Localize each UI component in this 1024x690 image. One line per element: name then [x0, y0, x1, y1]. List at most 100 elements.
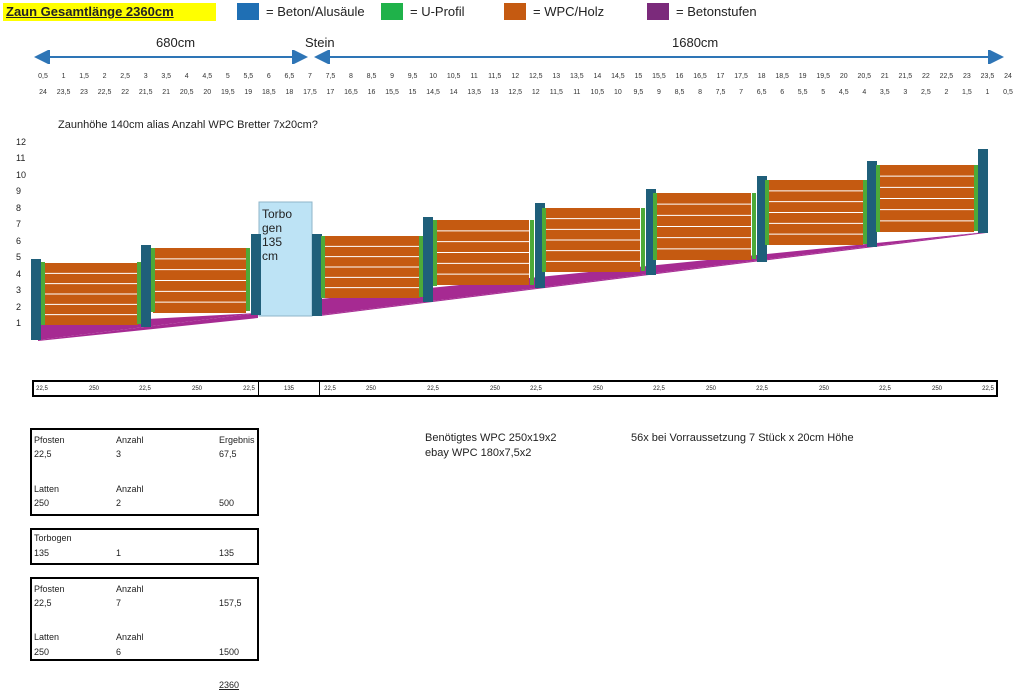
scale-tick-bottom: 2	[944, 89, 949, 96]
legend-swatch-wpc	[504, 3, 526, 20]
fence-post	[312, 234, 322, 316]
scale-tick-bottom: 18	[285, 89, 294, 96]
fence-post	[423, 217, 433, 302]
scale-tick-top: 6	[266, 73, 271, 80]
fence-post	[757, 176, 767, 262]
table-cell: 135	[34, 548, 50, 558]
segment-label: 250	[191, 386, 203, 392]
scale-tick-top: 21	[880, 73, 889, 80]
table-cell: 22,5	[34, 598, 52, 608]
scale-tick-top: 18	[757, 73, 766, 80]
fence-post	[141, 245, 151, 327]
segment-label: 250	[88, 386, 100, 392]
y-axis-label: 4	[16, 268, 22, 279]
u-profile	[151, 248, 155, 312]
u-profile	[876, 165, 880, 232]
scale-tick-top: 5,5	[243, 73, 254, 80]
scale-tick-top: 11	[470, 73, 478, 80]
scale-tick-bottom: 22,5	[97, 89, 112, 96]
y-axis-label: 11	[16, 153, 26, 163]
u-profile	[653, 193, 657, 260]
scale-tick-top: 20,5	[857, 73, 872, 80]
scale-tick-top: 7	[307, 73, 312, 80]
legend-label-u-profil: = U-Profil	[410, 4, 465, 19]
legend-swatch-beton	[237, 3, 259, 20]
y-axis-label: 6	[16, 235, 22, 246]
table-header: Pfosten	[34, 435, 65, 445]
note-wpc-needed: Benötigtes WPC 250x19x2	[425, 432, 557, 444]
scale-tick-bottom: 6	[780, 89, 785, 96]
y-axis-label: 9	[16, 186, 22, 196]
table-cell: 157,5	[219, 598, 242, 608]
u-profile	[137, 262, 141, 324]
scale-tick-top: 9,5	[407, 73, 418, 80]
table-cell: 3	[116, 449, 122, 459]
scale-tick-bottom: 11	[573, 89, 581, 96]
y-axis-label: 7	[16, 219, 22, 229]
table-header: Latten	[34, 484, 60, 494]
segment-label: 22,5	[36, 386, 48, 392]
gate-label-line: 135	[262, 235, 283, 249]
y-axis-label: 12	[16, 136, 27, 147]
scale-tick-top: 23,5	[980, 73, 995, 80]
segment-divider	[258, 380, 259, 397]
table-cell: 22,5	[34, 449, 52, 459]
scale-tick-top: 24	[1004, 73, 1012, 80]
scale-tick-bottom: 6,5	[756, 89, 767, 96]
table-cell: 250	[34, 498, 50, 508]
table-header: Anzahl	[116, 484, 144, 494]
scale-tick-bottom: 23,5	[56, 89, 71, 96]
table-cell: 67,5	[219, 449, 237, 459]
table-cell: 1500	[219, 647, 240, 657]
scale-tick-bottom: 21	[162, 89, 171, 96]
scale-tick-bottom: 3,5	[879, 89, 890, 96]
scale-tick-top: 17	[716, 73, 725, 80]
dimension-left: 680cm	[156, 35, 196, 50]
scale-tick-bottom: 17,5	[303, 89, 317, 96]
table-header: Anzahl	[116, 632, 144, 642]
scale-tick-top: 1	[61, 73, 66, 80]
gate-label: Torbo gen 135 cm	[262, 207, 310, 263]
scale-tick-bottom: 21,5	[138, 89, 153, 96]
scale-tick-top: 17,5	[734, 73, 748, 80]
scale-tick-top: 22,5	[939, 73, 954, 80]
scale-tick-top: 12	[511, 73, 520, 80]
scale-tick-bottom: 12	[531, 89, 540, 96]
scale-tick-bottom: 14	[449, 89, 458, 96]
scale-tick-bottom: 16,5	[344, 89, 358, 96]
segment-label: 22,5	[982, 386, 994, 392]
scale-tick-top: 11,5	[488, 73, 502, 80]
table-cell: 500	[219, 498, 235, 508]
scale-tick-bottom: 4,5	[838, 89, 849, 96]
u-profile	[752, 193, 756, 259]
segment-label: 250	[489, 386, 501, 392]
scale-tick-top: 16	[675, 73, 684, 80]
scale-tick-top: 3	[143, 73, 148, 80]
segment-label: 22,5	[243, 386, 255, 392]
u-profile	[765, 180, 769, 245]
scale-tick-top: 1,5	[79, 73, 89, 80]
u-profile	[863, 180, 867, 244]
scale-tick-bottom: 5	[821, 89, 826, 96]
gate-label-line: cm	[262, 249, 278, 263]
segment-label: 22,5	[139, 386, 151, 392]
scale-tick-bottom: 8	[698, 89, 702, 96]
table-pfosten-latten-1	[30, 428, 259, 516]
scale-tick-top: 10,5	[446, 73, 461, 80]
scale-tick-bottom: 18,5	[262, 89, 276, 96]
scale-tick-top: 19,5	[816, 73, 831, 80]
scale-tick-bottom: 16	[367, 89, 376, 96]
u-profile	[419, 236, 423, 297]
scale-tick-bottom: 1	[985, 89, 990, 96]
scale-tick-bottom: 8,5	[674, 89, 685, 96]
scale-tick-top: 0,5	[38, 73, 48, 80]
u-profile	[41, 262, 45, 325]
scale-tick-top: 13	[552, 73, 561, 80]
segment-label: 135	[283, 386, 295, 392]
scale-tick-bottom: 2,5	[920, 89, 931, 96]
table-cell: 7	[116, 598, 122, 608]
diagram-subtitle: Zaunhöhe 140cm alias Anzahl WPC Bretter …	[58, 119, 318, 131]
scale-tick-top: 15	[634, 73, 643, 80]
scale-tick-bottom: 15	[408, 89, 417, 96]
scale-tick-bottom: 1,5	[962, 89, 972, 96]
